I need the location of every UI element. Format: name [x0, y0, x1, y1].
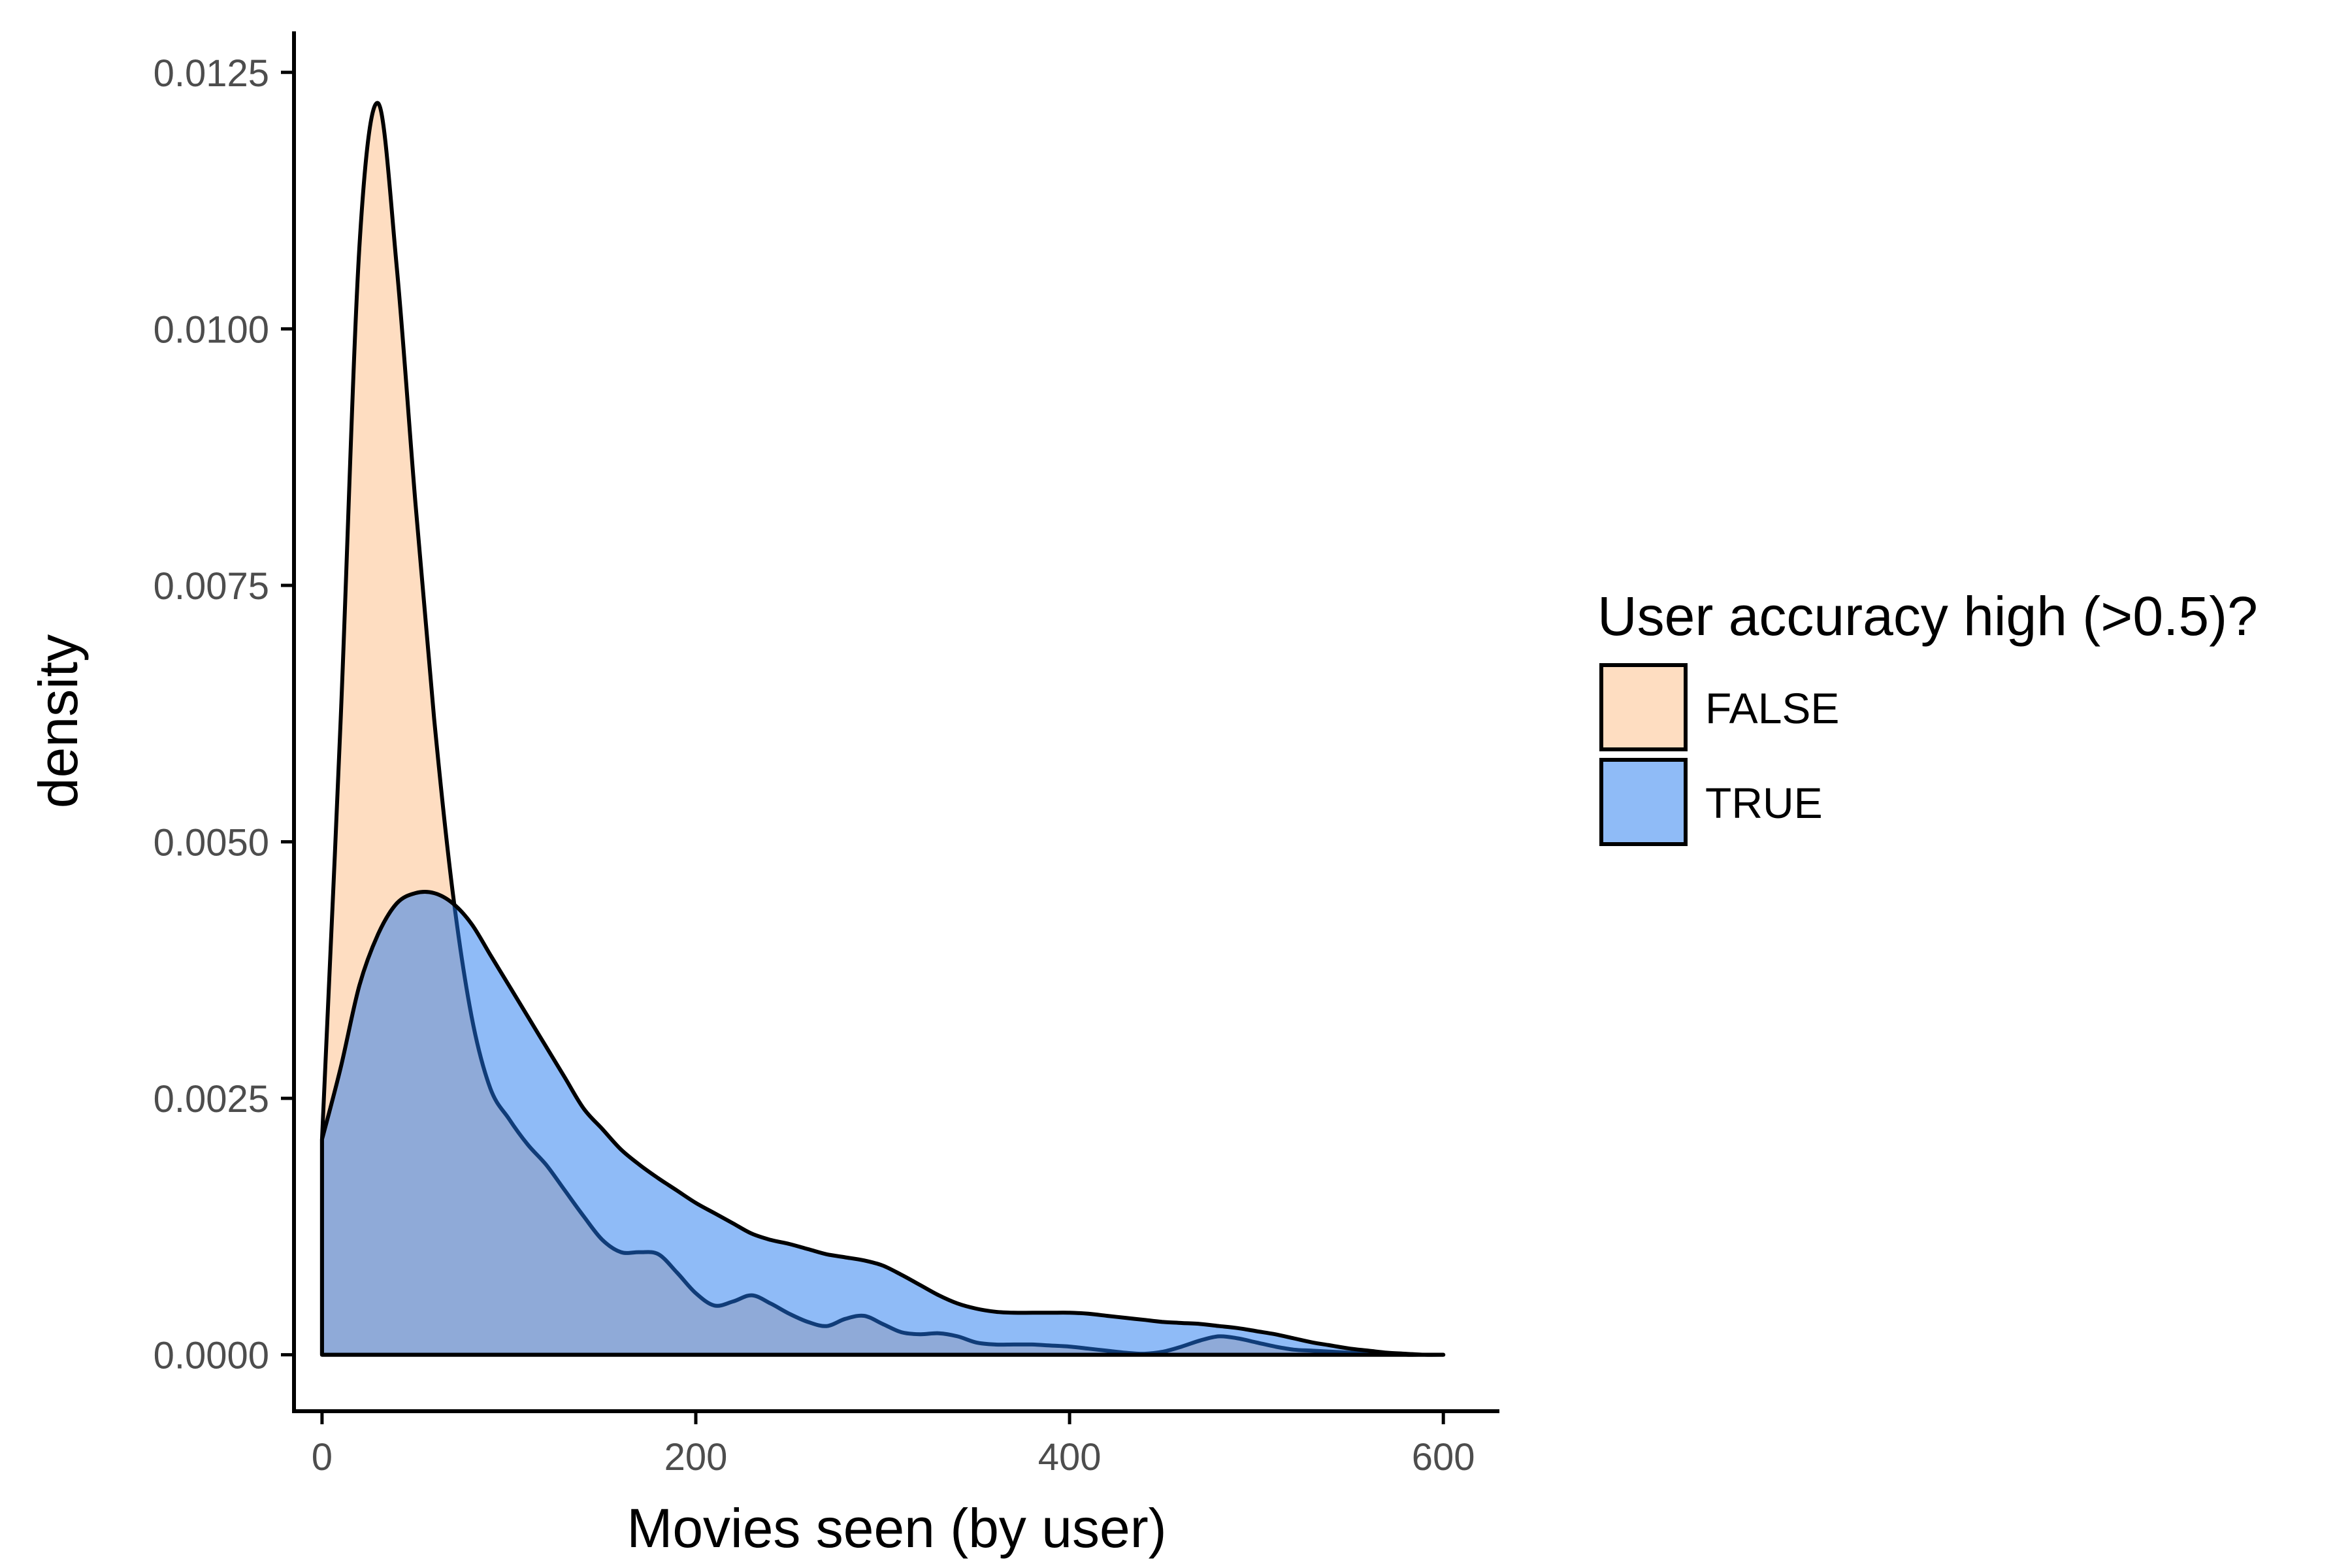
density-areas [319, 101, 1446, 1357]
y-tick-label: 0.0100 [154, 308, 269, 351]
y-tick-label: 0.0075 [154, 565, 269, 608]
x-tick-label: 0 [312, 1436, 333, 1478]
legend-label-false: FALSE [1705, 684, 1839, 732]
y-axis-title: density [27, 634, 89, 808]
x-tick-label: 400 [1038, 1436, 1102, 1478]
y-tick-label: 0.0000 [154, 1335, 269, 1377]
legend-key-false [1599, 663, 1688, 751]
y-tick-label: 0.0025 [154, 1078, 269, 1120]
x-tick-label: 200 [664, 1436, 728, 1478]
legend-key-true [1599, 758, 1688, 846]
y-tick-label: 0.0125 [154, 52, 269, 95]
axes [292, 31, 1499, 1413]
x-tick-label: 600 [1412, 1436, 1475, 1478]
density-area-true [319, 890, 1446, 1357]
legend: User accuracy high (>0.5)? FALSE TRUE [1597, 585, 2258, 846]
x-axis-title: Movies seen (by user) [627, 1497, 1166, 1559]
y-tick-label: 0.0050 [154, 822, 269, 864]
tick-marks: 0 200 400 600 0.0000 0.0025 0.0050 0.0075 0.0100… [154, 52, 1475, 1478]
legend-label-true: TRUE [1705, 779, 1823, 827]
legend-title: User accuracy high (>0.5)? [1597, 585, 2258, 647]
